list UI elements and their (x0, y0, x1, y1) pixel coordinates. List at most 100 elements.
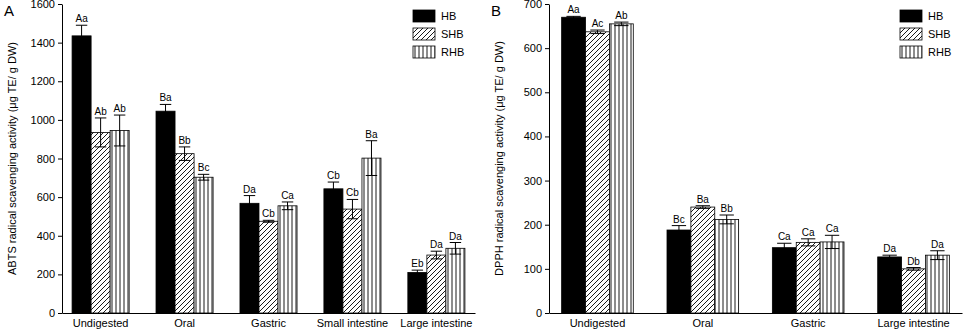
y-tick: 700 (524, 0, 549, 10)
y-tick-mark (58, 159, 62, 160)
y-tick-mark (58, 197, 62, 198)
bar (408, 272, 427, 313)
y-tick: 600 (37, 191, 62, 203)
y-tick-label: 600 (37, 191, 55, 203)
annotation: Aa (567, 4, 580, 15)
legend-label: SHB (441, 28, 464, 40)
annotation: Bb (721, 203, 734, 214)
x-tick: Gastric (791, 313, 826, 329)
annotation: Bc (198, 162, 210, 173)
bar (240, 203, 259, 313)
bar (259, 221, 278, 313)
y-tick-mark (58, 81, 62, 82)
y-tick: 400 (524, 130, 549, 142)
y-tick-mark (58, 120, 62, 121)
x-tick: Large intestine (400, 313, 472, 329)
x-axis: UndigestedOralGastricLarge intestine (550, 313, 963, 329)
y-tick: 0 (49, 307, 62, 319)
y-tick: 0 (536, 307, 549, 319)
legend: HB SHB RHB (900, 10, 951, 58)
error-bar (450, 243, 461, 255)
y-tick-label: 0 (536, 307, 542, 319)
y-tick-label: 1400 (31, 37, 55, 49)
legend-label: HB (928, 10, 943, 22)
annotation: Da (449, 231, 462, 242)
annotation: Ab (615, 10, 628, 21)
series-2 (609, 22, 949, 313)
bar (586, 32, 610, 313)
annotation: Cb (346, 187, 359, 198)
bar (324, 189, 343, 313)
y-tick-mark (545, 136, 549, 137)
bar (925, 255, 949, 313)
x-tick: Gastric (251, 313, 286, 329)
series-0 (72, 25, 427, 313)
error-bar (614, 22, 628, 26)
y-axis-title: DPPH radical scavenging activity (μg TE/… (493, 41, 505, 276)
error-bar (328, 182, 339, 196)
legend-swatch (413, 28, 435, 40)
y-tick-label: 0 (49, 307, 55, 319)
chart: AaBcCaDaAcBaCaDbAbBbCaDa0100200300400500… (491, 0, 963, 329)
y-tick: 600 (524, 42, 549, 54)
bar (362, 158, 381, 313)
y-tick-mark (58, 236, 62, 237)
bar (175, 154, 194, 313)
bar (110, 130, 129, 313)
x-tick-label: Small intestine (317, 317, 389, 329)
error-bar (882, 255, 896, 259)
plot-area (562, 16, 950, 313)
y-tick: 800 (37, 153, 62, 165)
legend-item: SHB (900, 28, 951, 40)
y-tick-mark (58, 313, 62, 314)
error-bar (930, 251, 944, 260)
annotation: Cb (262, 208, 275, 219)
error-bar (114, 115, 125, 146)
y-tick-label: 200 (524, 219, 542, 231)
error-bar (412, 270, 423, 275)
legend-item: SHB (413, 28, 464, 40)
error-bar (263, 220, 274, 222)
legend-item: RHB (900, 46, 951, 58)
panel-label: B (491, 2, 501, 19)
chart: AaBaDaCbEbAbBbCbCbDaAbBcCaBaDa0200400600… (4, 0, 476, 329)
legend-swatch (900, 46, 922, 58)
y-tick: 1000 (31, 114, 62, 126)
error-bar (160, 104, 171, 118)
annotation: Bc (673, 214, 685, 225)
y-tick-label: 600 (524, 42, 542, 54)
annotation: Ca (826, 223, 839, 234)
bar (72, 36, 91, 313)
legend-swatch (900, 10, 922, 22)
bar (667, 230, 691, 313)
error-bar (825, 235, 839, 248)
y-tick-mark (58, 4, 62, 5)
x-axis-line (63, 313, 476, 314)
y-tick: 1600 (31, 0, 62, 10)
bar (691, 207, 715, 313)
plot-area (72, 25, 465, 313)
error-bar (76, 25, 87, 46)
y-tick-label: 1600 (31, 0, 55, 10)
error-bar (566, 16, 580, 18)
y-tick-label: 400 (524, 130, 542, 142)
bar (427, 255, 446, 313)
annotation: Ab (94, 106, 107, 117)
x-tick-label: Gastric (791, 317, 826, 329)
legend-item: RHB (413, 46, 464, 58)
legend-label: SHB (928, 28, 951, 40)
legend-item: HB (413, 10, 456, 22)
error-bar (906, 268, 920, 271)
annotation: Ca (778, 231, 791, 242)
bar (820, 242, 844, 313)
y-tick-mark (545, 92, 549, 93)
x-tick-label: Gastric (251, 317, 286, 329)
annotation: Ba (365, 129, 378, 140)
x-tick-label: Oral (692, 317, 713, 329)
bar (446, 248, 465, 313)
y-axis: 0100200300400500600700 (524, 0, 550, 319)
series-1 (91, 118, 446, 313)
bar (278, 206, 297, 313)
error-bar (244, 196, 255, 211)
annotation: Ca (802, 227, 815, 238)
